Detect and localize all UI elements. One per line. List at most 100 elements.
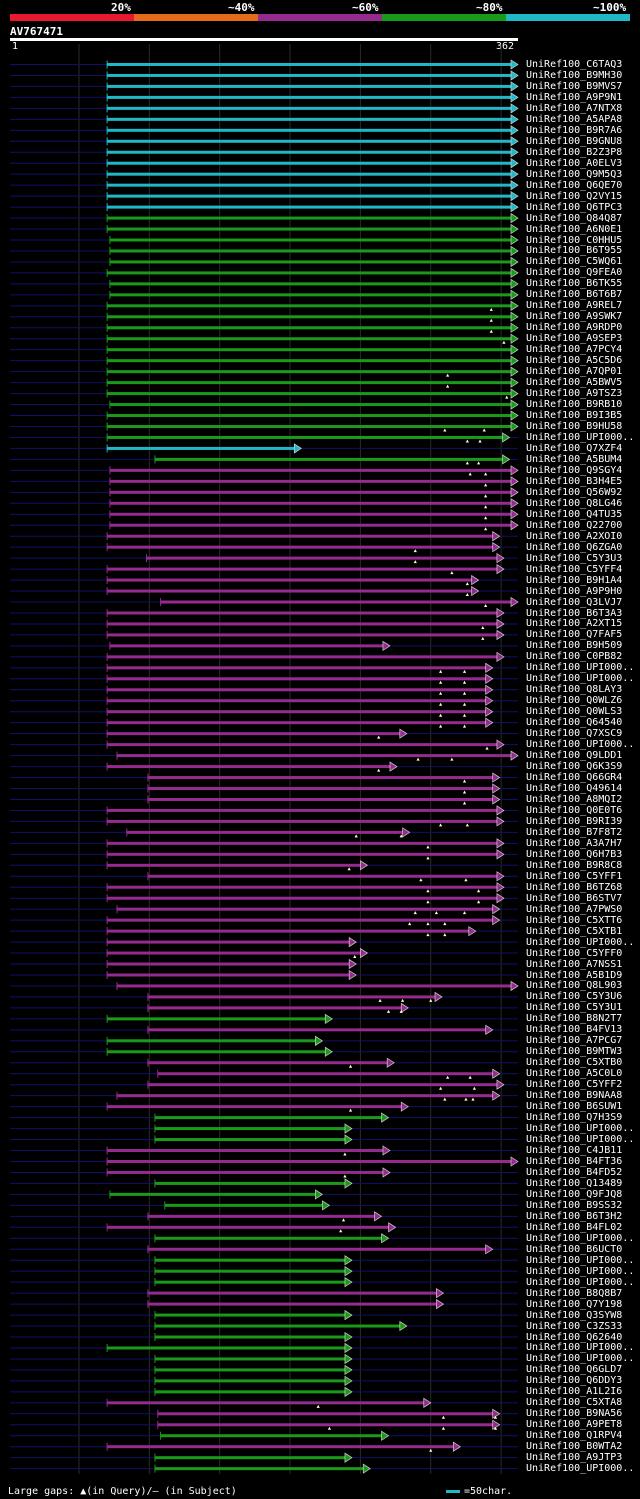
hit-label[interactable]: UniRef100_B6TZ68 [526,881,623,893]
hit-label[interactable]: UniRef100_UPI000.. [526,673,635,685]
hit-label[interactable]: UniRef100_C5YFF1 [526,870,623,882]
hit-label[interactable]: UniRef100_B8Q8B7 [526,1287,623,1299]
hit-bar[interactable] [107,841,498,845]
hit-label[interactable]: UniRef100_A5B1D9 [526,969,623,981]
hit-label[interactable]: UniRef100_B6T955 [526,245,623,257]
hit-label[interactable]: UniRef100_B0WTA2 [526,1441,623,1453]
hit-bar[interactable] [154,1324,401,1328]
hit-bar[interactable] [154,1138,346,1142]
hit-label[interactable]: UniRef100_B9GNU8 [526,135,623,147]
hit-label[interactable]: UniRef100_Q84Q87 [526,212,623,224]
hit-bar[interactable] [109,479,513,483]
hit-label[interactable]: UniRef100_B9MH30 [526,69,623,81]
hit-label[interactable]: UniRef100_B9NAA8 [526,1090,623,1102]
hit-label[interactable]: UniRef100_Q6H7B3 [526,848,623,860]
hit-bar[interactable] [109,293,513,297]
hit-bar[interactable] [107,183,512,187]
hit-label[interactable]: UniRef100_C5WQ61 [526,256,623,268]
hit-bar[interactable] [107,699,487,703]
hit-bar[interactable] [109,1192,317,1196]
hit-bar[interactable] [107,194,512,198]
hit-bar[interactable] [109,523,513,527]
hit-bar[interactable] [160,1434,383,1438]
hit-bar[interactable] [107,117,512,121]
hit-bar[interactable] [154,1335,346,1339]
hit-label[interactable]: UniRef100_B3H4E5 [526,475,623,487]
hit-bar[interactable] [107,1159,512,1163]
hit-bar[interactable] [107,84,512,88]
hit-label[interactable]: UniRef100_Q3LVJ7 [526,596,623,608]
hit-bar[interactable] [107,1149,384,1153]
hit-label[interactable]: UniRef100_UPI000.. [526,662,635,674]
hit-bar[interactable] [154,1280,346,1284]
hit-label[interactable]: UniRef100_B6TK55 [526,278,623,290]
hit-bar[interactable] [109,512,513,516]
hit-label[interactable]: UniRef100_C0PB82 [526,651,623,663]
hit-bar[interactable] [107,545,494,549]
hit-label[interactable]: UniRef100_C5Y3U3 [526,552,623,564]
hit-bar[interactable] [147,1006,403,1010]
hit-label[interactable]: UniRef100_B9SS32 [526,1199,623,1211]
hit-label[interactable]: UniRef100_A7QP01 [526,366,623,378]
hit-bar[interactable] [154,1456,346,1460]
hit-bar[interactable] [107,326,512,330]
hit-bar[interactable] [107,973,351,977]
hit-label[interactable]: UniRef100_C5YFF0 [526,947,623,959]
hit-label[interactable]: UniRef100_UPI000.. [526,1353,635,1365]
hit-label[interactable]: UniRef100_Q0WLS3 [526,706,623,718]
hit-bar[interactable] [107,1105,403,1109]
hit-label[interactable]: UniRef100_Q8L903 [526,980,623,992]
hit-bar[interactable] [109,282,513,286]
hit-label[interactable]: UniRef100_C5Y3U1 [526,1002,623,1014]
hit-label[interactable]: UniRef100_B4FD52 [526,1166,623,1178]
hit-label[interactable]: UniRef100_Q3SYW8 [526,1309,623,1321]
hit-bar[interactable] [147,874,498,878]
hit-label[interactable]: UniRef100_Q0E0T6 [526,804,623,816]
hit-bar[interactable] [107,435,504,439]
hit-bar[interactable] [154,1357,346,1361]
hit-bar[interactable] [107,951,362,955]
hit-bar[interactable] [154,1258,346,1262]
hit-label[interactable]: UniRef100_B9MVS7 [526,80,623,92]
hit-bar[interactable] [109,644,384,648]
hit-label[interactable]: UniRef100_A3A7H7 [526,837,623,849]
hit-label[interactable]: UniRef100_Q6QE70 [526,179,623,191]
hit-label[interactable]: UniRef100_UPI000.. [526,1265,635,1277]
hit-bar[interactable] [107,578,473,582]
hit-label[interactable]: UniRef100_Q0WLZ6 [526,695,623,707]
hit-bar[interactable] [107,534,494,538]
hit-bar[interactable] [154,1181,346,1185]
hit-bar[interactable] [107,819,498,823]
hit-label[interactable]: UniRef100_B4FL02 [526,1221,623,1233]
hit-bar[interactable] [107,655,498,659]
hit-bar[interactable] [157,1072,494,1076]
hit-label[interactable]: UniRef100_Q9FEA0 [526,267,623,279]
hit-label[interactable]: UniRef100_B6STV7 [526,892,623,904]
hit-bar[interactable] [147,1028,487,1032]
hit-label[interactable]: UniRef100_UPI000.. [526,1463,635,1475]
hit-bar[interactable] [107,446,296,450]
hit-label[interactable]: UniRef100_B9R7A6 [526,124,623,136]
hit-label[interactable]: UniRef100_A2XOI0 [526,530,623,542]
hit-label[interactable]: UniRef100_B9H509 [526,640,623,652]
hit-bar[interactable] [107,929,470,933]
hit-bar[interactable] [109,260,513,264]
hit-label[interactable]: UniRef100_UPI000.. [526,1254,635,1266]
hit-label[interactable]: UniRef100_B4FT36 [526,1156,623,1167]
hit-label[interactable]: UniRef100_A0ELV3 [526,157,623,169]
hit-bar[interactable] [107,161,512,165]
hit-label[interactable]: UniRef100_A2XT15 [526,618,623,630]
hit-label[interactable]: UniRef100_B6T6B7 [526,289,623,301]
hit-bar[interactable] [107,304,512,308]
hit-label[interactable]: UniRef100_B2Z3P8 [526,146,623,158]
hit-label[interactable]: UniRef100_B9HU58 [526,421,623,432]
hit-label[interactable]: UniRef100_B6T3H2 [526,1210,623,1222]
hit-label[interactable]: UniRef100_Q7FAF5 [526,629,623,641]
hit-label[interactable]: UniRef100_UPI000.. [526,1134,635,1146]
hit-label[interactable]: UniRef100_C5XTB0 [526,1057,623,1069]
hit-label[interactable]: UniRef100_Q49614 [526,783,623,795]
hit-label[interactable]: UniRef100_B9RI39 [526,815,623,827]
hit-bar[interactable] [147,1214,376,1218]
hit-label[interactable]: UniRef100_Q4TU35 [526,508,623,520]
hit-label[interactable]: UniRef100_Q66GR4 [526,772,623,784]
